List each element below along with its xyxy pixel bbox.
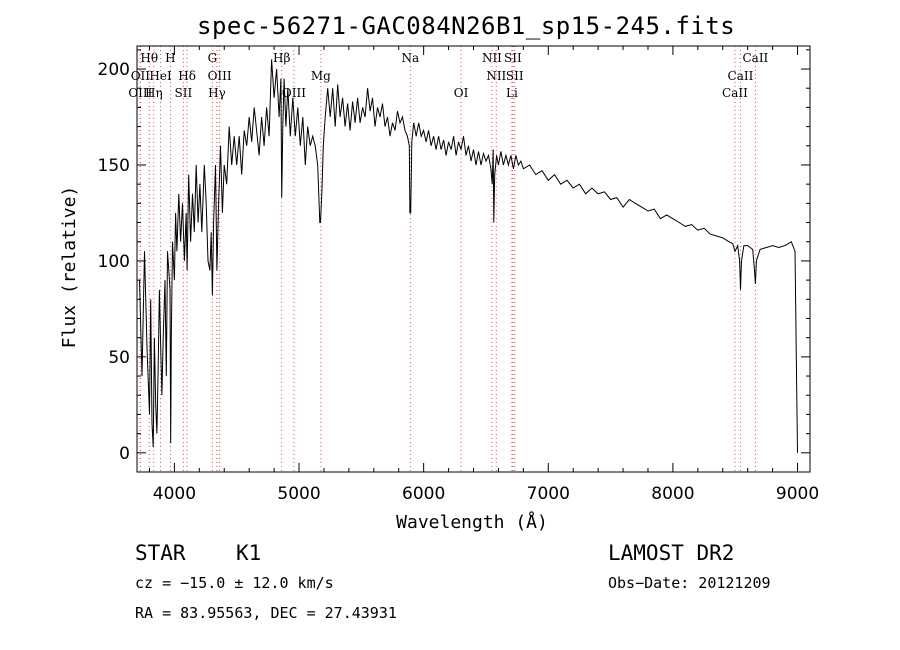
object-subclass: K1 xyxy=(236,541,262,565)
y-tick-label: 50 xyxy=(108,348,130,368)
redshift-cz: cz = −15.0 ± 12.0 km/s xyxy=(135,574,334,592)
spectral-line-label: HeI xyxy=(149,69,172,83)
spectral-line-label: SII xyxy=(506,69,524,83)
x-tick-label: 8000 xyxy=(651,484,694,504)
spectral-line-label: H xyxy=(165,51,175,65)
y-tick-label: 100 xyxy=(98,252,130,272)
axis-ticks: 4000 5000 6000 7000 8000 9000 0 50 100 150 200 xyxy=(98,46,819,504)
observation-date: Obs−Date: 20121209 xyxy=(608,574,771,592)
x-axis-label: Wavelength (Å) xyxy=(396,511,548,533)
spectral-line-label: Hβ xyxy=(273,51,290,65)
y-tick-label: 150 xyxy=(98,156,130,176)
spectral-line-label: Hγ xyxy=(208,86,226,100)
y-tick-label: 200 xyxy=(98,60,130,80)
plot-frame xyxy=(136,45,811,473)
spectral-line-label: SII xyxy=(504,51,522,65)
x-tick-label: 6000 xyxy=(402,484,445,504)
spectral-line-label: NII xyxy=(486,69,506,83)
spectral-line-label: Li xyxy=(506,86,518,100)
spectral-line-label: OI xyxy=(454,86,469,100)
x-tick-label: 9000 xyxy=(776,484,819,504)
spectral-line-label: OIII xyxy=(282,86,306,100)
spectral-line-label: Hη xyxy=(145,86,163,100)
x-tick-label: 7000 xyxy=(527,484,570,504)
chart-title: spec-56271-GAC084N26B1_sp15-245.fits xyxy=(197,12,736,40)
spectral-line-label: NII xyxy=(482,51,502,65)
spectral-line-label: Na xyxy=(401,51,419,65)
x-tick-label: 4000 xyxy=(153,484,196,504)
coordinates: RA = 83.95563, DEC = 27.43931 xyxy=(135,604,397,622)
spectral-line-label: SII xyxy=(175,86,193,100)
object-class: STAR xyxy=(135,541,186,565)
spectral-line-label: CaII xyxy=(722,86,748,100)
spectrum-series-line xyxy=(139,59,798,453)
spectral-line-label: Mg xyxy=(311,69,331,83)
spectral-line-label: OIII xyxy=(128,86,152,100)
x-tick-label: 5000 xyxy=(277,484,320,504)
spectral-line-label: G xyxy=(208,51,218,65)
spectral-line-label: CaII xyxy=(728,69,754,83)
y-tick-label: 0 xyxy=(119,444,130,464)
y-axis-label: Flux (relative) xyxy=(59,186,80,349)
spectral-line-label: OIII xyxy=(208,69,232,83)
spectral-line-label: Hδ xyxy=(178,69,196,83)
survey-name: LAMOST DR2 xyxy=(608,541,735,565)
spectral-line-label: OII xyxy=(131,69,151,83)
spectral-line-markers xyxy=(139,46,756,472)
spectral-line-label: Hθ xyxy=(140,51,158,65)
spectral-line-label: CaII xyxy=(742,51,768,65)
